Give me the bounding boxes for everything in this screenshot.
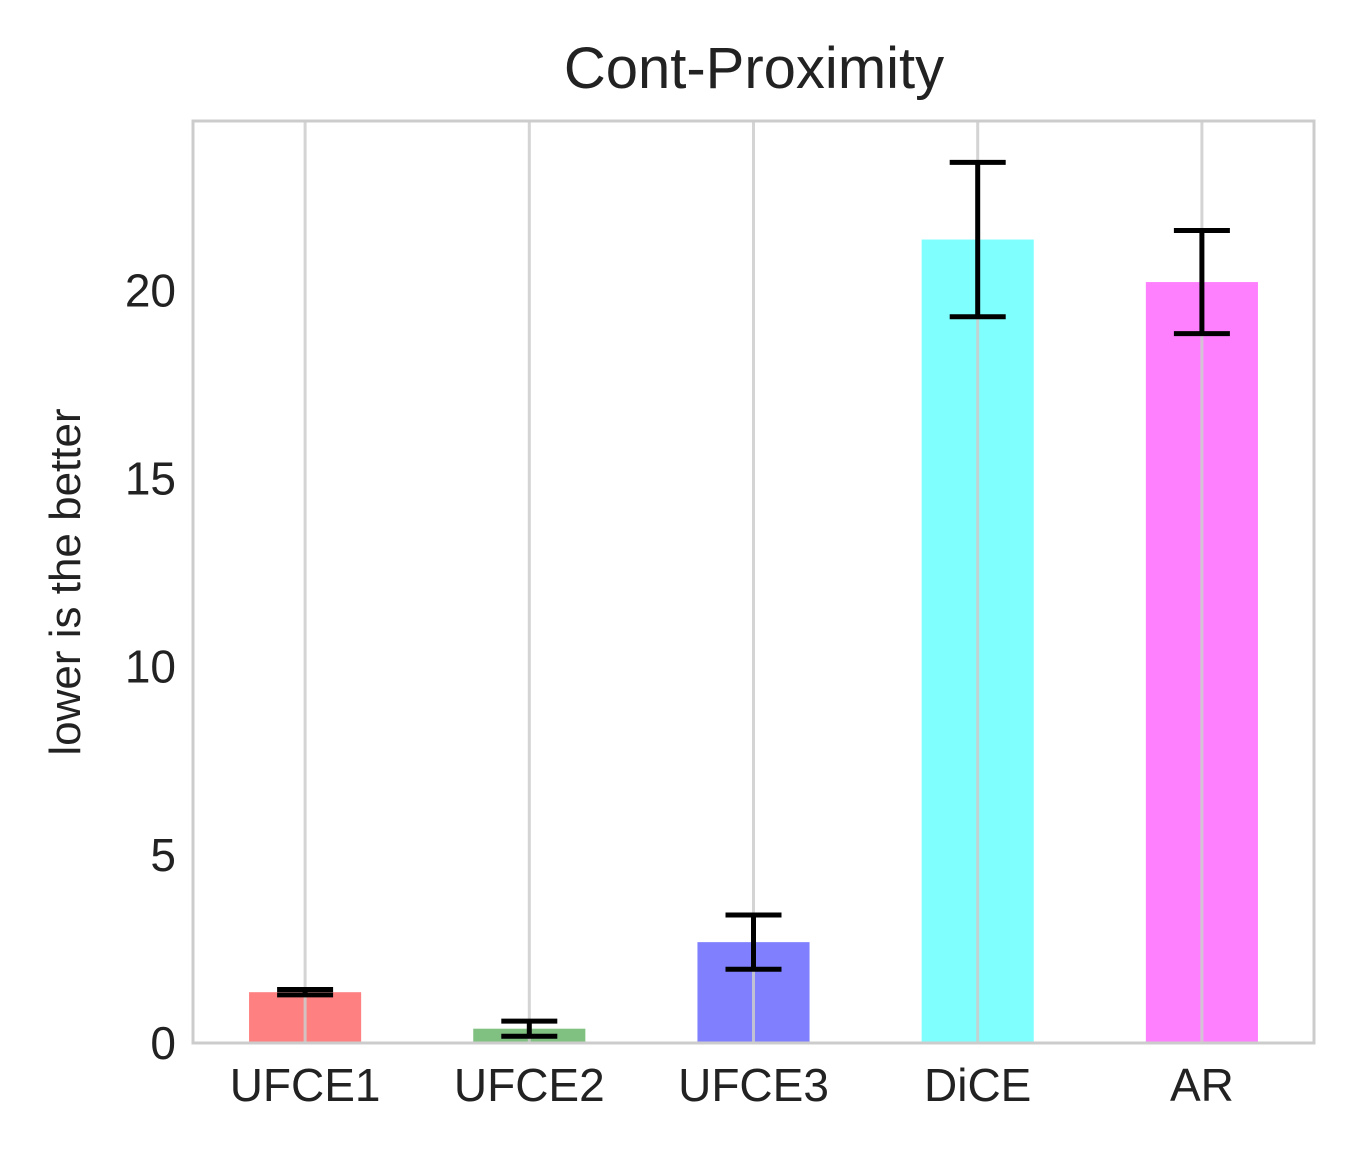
x-tick-label: DiCE <box>924 1059 1031 1111</box>
x-tick-label: UFCE2 <box>454 1059 605 1111</box>
y-tick-label: 15 <box>125 453 176 505</box>
x-tick-label: AR <box>1170 1059 1234 1111</box>
y-tick-label: 5 <box>150 829 176 881</box>
x-tick-label: UFCE3 <box>678 1059 829 1111</box>
y-tick-label: 20 <box>125 264 176 316</box>
y-ticks: 0 5 10 15 20 <box>125 264 176 1069</box>
error-bar-dice <box>949 159 1006 320</box>
error-bar-ufce2 <box>501 1018 558 1039</box>
chart-title: Cont-Proximity <box>564 36 944 101</box>
error-bar-ufce1 <box>277 987 334 998</box>
y-tick-label: 0 <box>150 1017 176 1069</box>
error-bar-ar <box>1173 228 1230 337</box>
y-tick-label: 10 <box>125 641 176 693</box>
x-tick-label: UFCE1 <box>230 1059 381 1111</box>
x-ticks: UFCE1 UFCE2 UFCE3 DiCE AR <box>230 1059 1234 1111</box>
y-axis-label: lower is the better <box>41 408 90 755</box>
plot-frame <box>191 119 1316 1045</box>
error-bar-ufce3 <box>725 912 782 972</box>
error-bars <box>277 121 1230 1043</box>
